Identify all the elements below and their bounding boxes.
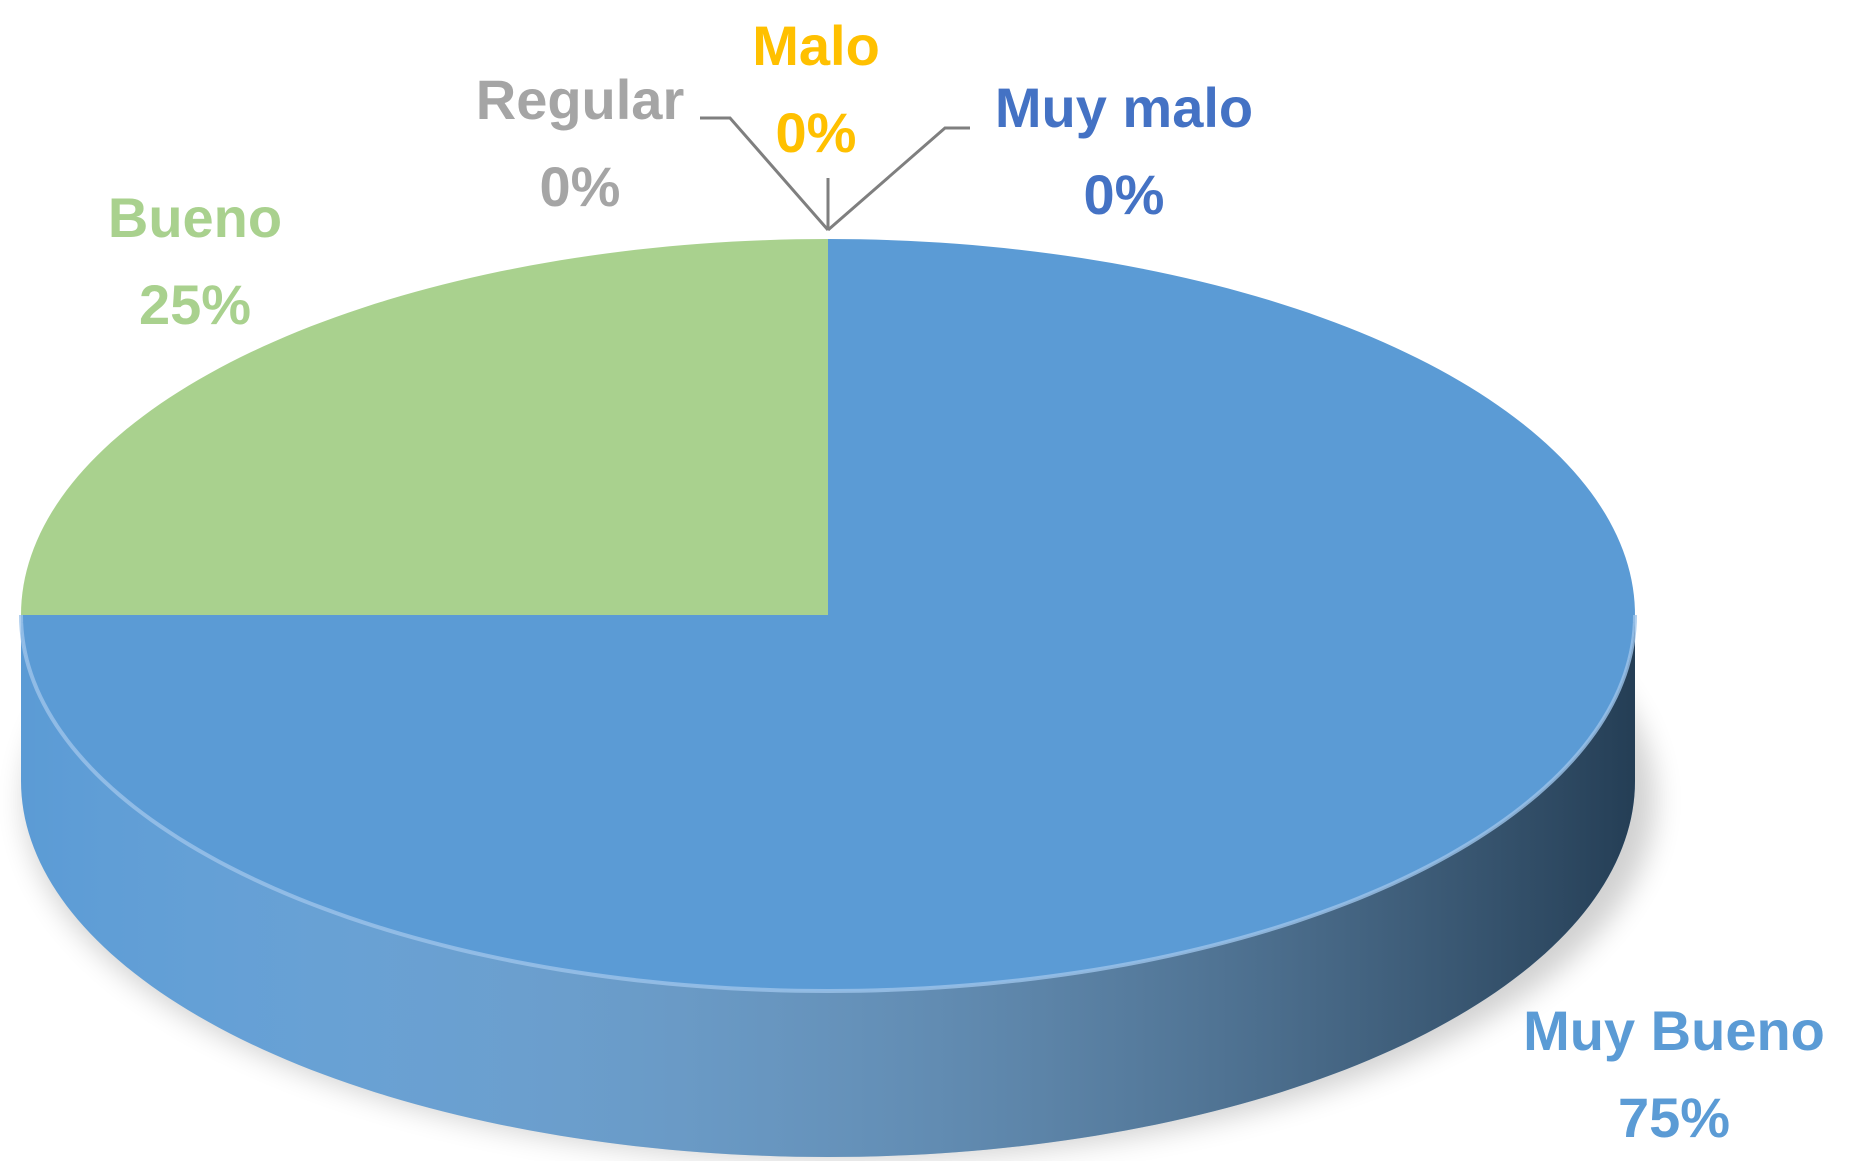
value-label: 75%: [1618, 1086, 1730, 1149]
data-labels: Muy Bueno 75% Bueno 25% Regular 0% Malo 0% Muy m…: [108, 14, 1825, 1149]
leader-line: [700, 116, 830, 231]
pie: [19, 239, 1637, 1157]
category-label: Malo: [752, 14, 880, 77]
value-label: 0%: [776, 101, 857, 164]
pie-side-shade: [21, 615, 1635, 1157]
value-label: 0%: [1084, 163, 1165, 226]
pie-rim-highlight: [19, 614, 1637, 994]
pie-slice: [21, 239, 1635, 991]
category-label: Muy malo: [995, 76, 1253, 139]
leader-line: [827, 126, 970, 232]
category-label: Bueno: [108, 186, 282, 249]
pie-slice: [21, 239, 828, 615]
value-label: 25%: [139, 273, 251, 336]
value-label: 0%: [540, 155, 621, 218]
category-label: Muy Bueno: [1523, 999, 1825, 1062]
category-label: Regular: [476, 68, 685, 131]
